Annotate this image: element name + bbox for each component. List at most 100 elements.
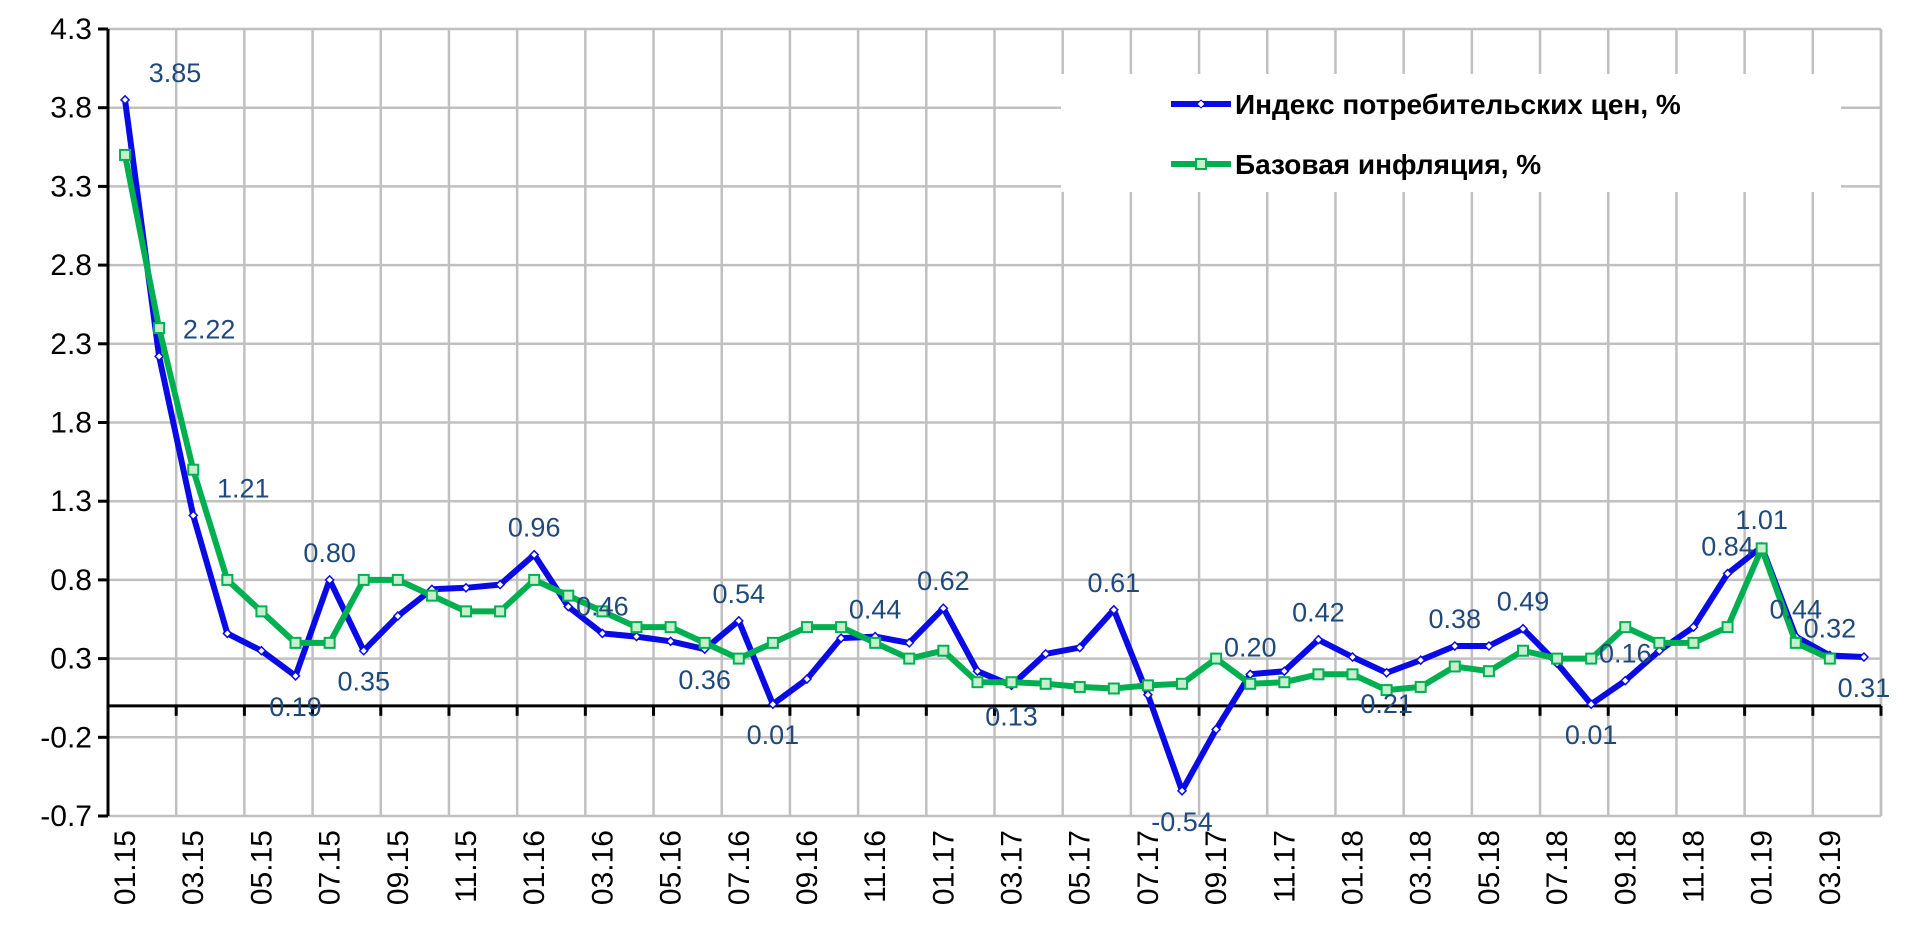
- data-label: 0.16: [1599, 639, 1652, 669]
- y-tick-label: -0.2: [40, 721, 92, 754]
- data-label: 0.49: [1497, 587, 1550, 617]
- marker: [1789, 636, 1802, 649]
- x-tick-label: 03.18: [1405, 830, 1438, 905]
- marker: [188, 510, 199, 521]
- marker: [460, 582, 472, 593]
- marker: [1039, 677, 1052, 690]
- data-label: 0.54: [712, 579, 765, 609]
- legend-marker: [1196, 99, 1206, 109]
- marker: [1482, 665, 1495, 678]
- marker: [733, 615, 744, 626]
- marker: [1721, 621, 1734, 634]
- data-label: 0.96: [508, 513, 561, 543]
- marker: [835, 621, 848, 634]
- legend-marker: [1195, 158, 1207, 170]
- data-label: 0.19: [269, 692, 322, 722]
- x-tick-label: 03.16: [586, 830, 619, 905]
- data-label: 0.21: [1360, 689, 1413, 719]
- marker: [1517, 623, 1529, 634]
- data-label: 0.61: [1088, 568, 1141, 598]
- marker: [1176, 785, 1188, 796]
- data-label: 0.38: [1429, 604, 1482, 634]
- marker: [289, 636, 302, 649]
- marker: [1585, 652, 1598, 665]
- marker: [290, 670, 301, 681]
- marker: [836, 633, 847, 644]
- x-tick-label: 03.15: [177, 830, 210, 905]
- marker: [938, 603, 949, 614]
- data-label: 1.01: [1735, 505, 1788, 535]
- x-tick-label: 05.15: [245, 830, 278, 905]
- marker: [732, 652, 745, 665]
- data-label: 0.20: [1224, 632, 1277, 662]
- marker: [1244, 677, 1257, 690]
- x-tick-label: 09.18: [1609, 830, 1642, 905]
- legend-label: Базовая инфляция, %: [1235, 149, 1541, 180]
- legend: Индекс потребительских цен, % Базовая инф…: [1061, 74, 1841, 192]
- y-tick-label: 0.3: [50, 643, 92, 676]
- x-tick-label: 03.17: [996, 830, 1029, 905]
- marker: [529, 549, 540, 560]
- marker: [1586, 699, 1597, 710]
- x-tick-label: 01.18: [1337, 830, 1370, 905]
- marker: [903, 652, 916, 665]
- marker: [1688, 622, 1699, 633]
- marker: [1755, 542, 1768, 555]
- marker: [665, 636, 676, 647]
- axes: -0.7 -0.2 0.3 0.8 1.3 1.8 2.3 2.8 3.3 3.8 4.3 01.15…: [40, 13, 1883, 905]
- marker: [495, 579, 506, 590]
- marker: [1449, 640, 1460, 652]
- x-tick-label: 11.16: [859, 830, 892, 903]
- marker: [358, 645, 369, 656]
- data-label: 0.31: [1838, 673, 1891, 703]
- marker: [630, 621, 643, 634]
- data-label: 0.80: [303, 538, 356, 568]
- y-tick-label: 3.3: [50, 170, 92, 203]
- marker: [1858, 651, 1870, 663]
- data-label: 0.46: [576, 591, 629, 621]
- marker: [1073, 680, 1086, 693]
- x-tick-label: 09.16: [791, 830, 824, 905]
- marker: [1107, 682, 1120, 695]
- x-tick-label: 07.18: [1541, 830, 1574, 905]
- marker: [1687, 636, 1700, 649]
- x-tick-label: 07.15: [314, 830, 347, 905]
- marker: [1074, 642, 1085, 653]
- data-label: 0.01: [1565, 720, 1618, 750]
- data-label: 0.36: [678, 665, 731, 695]
- marker: [1381, 667, 1392, 678]
- marker: [937, 644, 950, 657]
- marker: [1551, 652, 1564, 665]
- series-line: [122, 99, 1865, 794]
- x-tick-label: 11.17: [1268, 830, 1301, 903]
- x-tick-label: 09.17: [1200, 830, 1233, 905]
- data-label: 3.85: [149, 58, 202, 88]
- marker: [1347, 651, 1358, 663]
- y-tick-label: 0.8: [50, 564, 92, 597]
- data-label: 0.32: [1804, 613, 1857, 643]
- data-label: -0.54: [1151, 807, 1213, 837]
- marker: [1448, 660, 1461, 673]
- y-tick-label: 1.8: [50, 407, 92, 440]
- marker: [869, 636, 882, 649]
- y-tick-label: 4.3: [50, 13, 92, 46]
- marker: [1040, 648, 1051, 659]
- data-label: 0.01: [747, 720, 800, 750]
- y-tick-label: 2.3: [50, 328, 92, 361]
- marker: [323, 636, 336, 649]
- x-tick-label: 05.16: [655, 830, 688, 905]
- marker: [1620, 675, 1631, 686]
- x-tick-label: 09.15: [382, 830, 415, 905]
- grid: [108, 27, 1883, 818]
- data-label: 0.13: [985, 701, 1038, 731]
- data-label: 1.21: [217, 473, 270, 503]
- marker: [800, 621, 813, 634]
- marker: [119, 148, 132, 161]
- marker: [1176, 677, 1189, 690]
- data-label: 2.22: [183, 314, 236, 344]
- marker: [222, 628, 233, 639]
- marker: [391, 573, 404, 586]
- marker: [1346, 668, 1359, 681]
- y-tick-label: 1.3: [50, 485, 92, 518]
